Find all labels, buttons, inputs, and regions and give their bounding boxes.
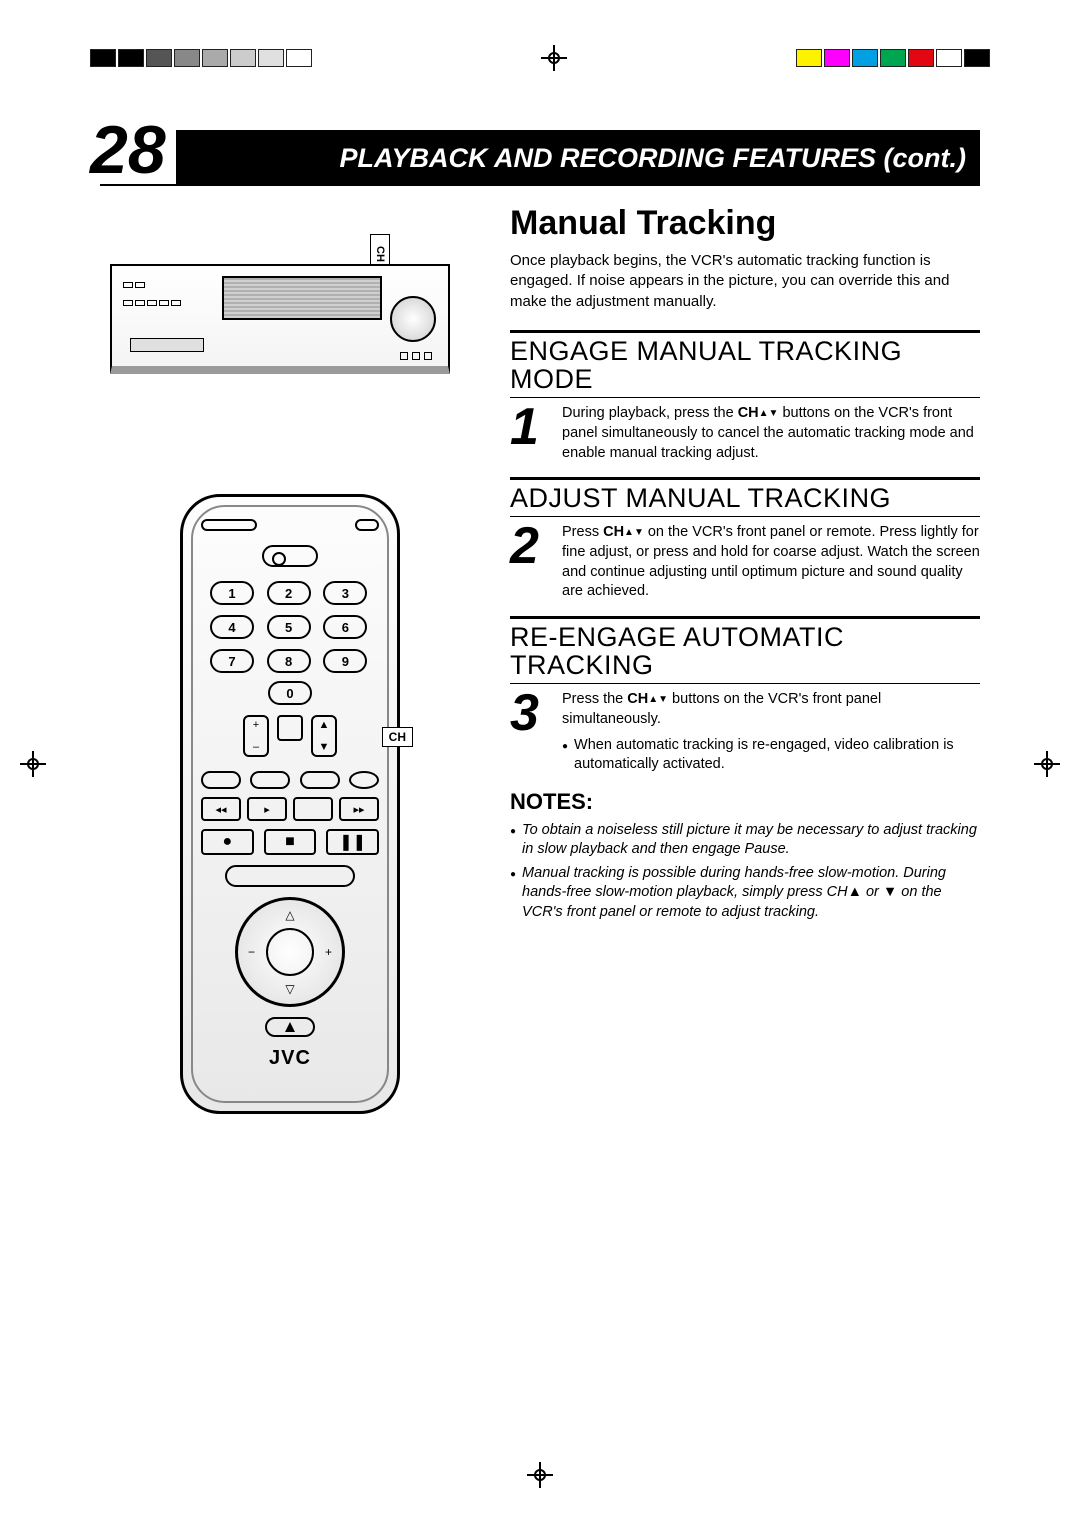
stop-icon: ■ [264, 829, 317, 855]
numkey-5: 5 [267, 615, 311, 639]
play-icon: ▸ [247, 797, 287, 821]
intro-paragraph: Once playback begins, the VCR's automati… [510, 251, 980, 312]
step-2: ADJUST MANUAL TRACKING 2 Press CH▲▼ on t… [510, 477, 980, 602]
ch-callout-remote: CH [382, 727, 413, 747]
note-1: To obtain a noiseless still picture it m… [522, 821, 980, 860]
registration-mark-icon [545, 49, 563, 67]
figures-column: CH [100, 204, 480, 1114]
step-3: RE-ENGAGE AUTOMATIC TRACKING 3 Press the… [510, 616, 980, 775]
ch-button-group: + – ▲▼ CH [201, 715, 379, 757]
header-title: PLAYBACK AND RECORDING FEATURES (cont.) [340, 143, 980, 174]
step-1-body: During playback, press the CH▲▼ buttons … [562, 404, 980, 463]
brand-label: JVC [201, 1047, 379, 1070]
menu-button-icon [265, 1017, 315, 1037]
step-3-number: 3 [510, 690, 552, 737]
numkey-1: 1 [210, 581, 254, 605]
header-bar: 28 PLAYBACK AND RECORDING FEATURES (cont… [100, 130, 980, 186]
plus-label: + [253, 719, 259, 731]
power-button-icon [262, 545, 318, 567]
step-1-heading: ENGAGE MANUAL TRACKING MODE [510, 337, 980, 399]
record-icon: ● [201, 829, 254, 855]
numkey-6: 6 [323, 615, 367, 639]
numkey-3: 3 [323, 581, 367, 605]
step-3-body: Press the CH▲▼ buttons on the VCR's fron… [562, 690, 980, 774]
grayscale-swatches [90, 49, 312, 67]
notes-title: NOTES: [510, 789, 980, 815]
numkey-2: 2 [267, 581, 311, 605]
notes-list: To obtain a noiseless still picture it m… [510, 821, 980, 923]
registration-mark-left-icon [24, 755, 42, 773]
registration-strip-top [0, 48, 1080, 68]
numkey-7: 7 [210, 649, 254, 673]
note-2: Manual tracking is possible during hands… [522, 864, 980, 923]
step-3-bullet: When automatic tracking is re-engaged, v… [574, 736, 980, 775]
section-title: Manual Tracking [510, 204, 980, 243]
fforward-icon: ▸▸ [339, 797, 379, 821]
repeat-icon [349, 771, 379, 789]
page-content: 2 8 PLAYBACK AND RECORDING FEATURES (cont… [100, 130, 980, 1114]
vcr-illustration: CH [100, 244, 480, 404]
step-2-heading: ADJUST MANUAL TRACKING [510, 484, 980, 517]
remote-illustration: 1 2 3 4 5 6 7 8 9 0 + – [180, 494, 400, 1114]
page-number: 28 [90, 116, 176, 184]
numkey-0: 0 [268, 681, 312, 705]
step-1-number: 1 [510, 404, 552, 451]
step-3-heading: RE-ENGAGE AUTOMATIC TRACKING [510, 623, 980, 685]
numkey-8: 8 [267, 649, 311, 673]
step-2-body: Press CH▲▼ on the VCR's front panel or r… [562, 523, 980, 601]
dpad-icon: △▽ −+ [235, 897, 345, 1007]
jog-dial-icon [390, 296, 436, 342]
registration-mark-right-icon [1038, 755, 1056, 773]
rewind-icon: ◂◂ [201, 797, 241, 821]
numkey-4: 4 [210, 615, 254, 639]
numpad: 1 2 3 4 5 6 7 8 9 [210, 581, 370, 673]
step-2-number: 2 [510, 523, 552, 570]
color-swatches [796, 49, 990, 67]
step-1: ENGAGE MANUAL TRACKING MODE 1 During pla… [510, 330, 980, 463]
minus-label: – [253, 741, 259, 753]
numkey-9: 9 [323, 649, 367, 673]
pause-icon: ❚❚ [326, 829, 379, 855]
eject-icon [277, 715, 303, 741]
registration-mark-bottom-icon [531, 1466, 549, 1484]
text-column: Manual Tracking Once playback begins, th… [510, 204, 980, 1114]
